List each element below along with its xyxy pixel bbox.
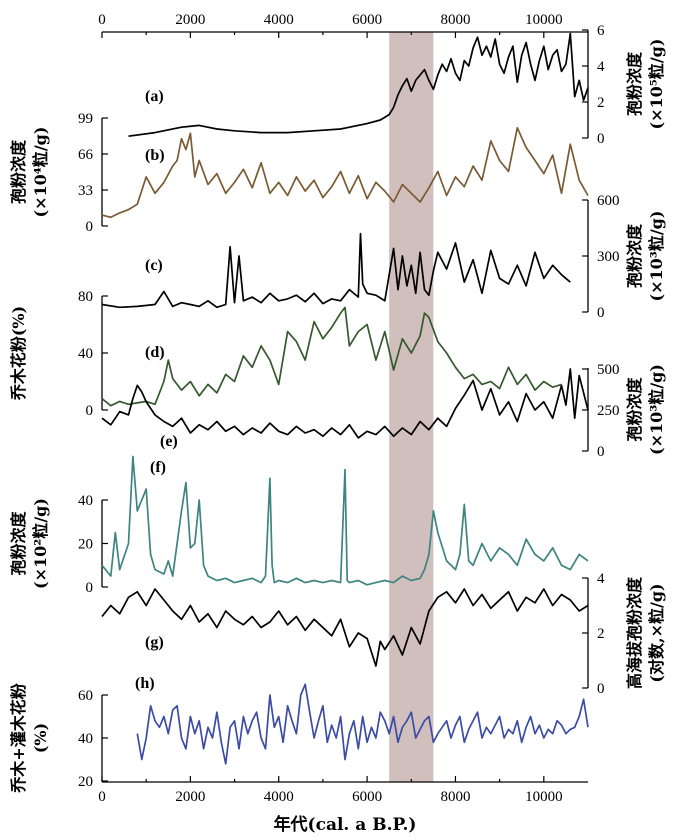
y-axis-label: 孢粉浓度 <box>9 511 28 576</box>
y-axis-label: (×10³粒/g) <box>647 364 666 455</box>
y-tick-label: 99 <box>78 111 93 127</box>
top-x-tick-label: 0 <box>98 12 106 28</box>
top-x-tick-label: 2000 <box>175 12 205 28</box>
series-line-d <box>101 306 562 407</box>
y-axis-label: (%) <box>31 723 50 753</box>
bottom-x-tick-label: 8000 <box>440 789 470 805</box>
bottom-x-tick-label: 4000 <box>264 789 294 805</box>
y-tick-label: 66 <box>78 147 94 163</box>
y-tick-label: 60 <box>78 688 93 704</box>
y-axis-label: (×10²粒/g) <box>31 498 50 589</box>
top-x-tick-label: 6000 <box>352 12 382 28</box>
y-tick-label: 0 <box>597 681 605 697</box>
y-tick-label: 0 <box>597 305 605 321</box>
y-tick-label: 40 <box>78 346 93 362</box>
y-tick-label: 600 <box>597 193 620 209</box>
y-tick-label: 2 <box>597 95 605 111</box>
y-tick-label: 250 <box>597 403 620 419</box>
series-line-g <box>101 588 589 667</box>
y-axis-label: 乔木+灌木花粉 <box>9 683 28 793</box>
top-x-tick-label: 8000 <box>440 12 470 28</box>
y-tick-label: 0 <box>86 580 94 596</box>
top-x-tick-label: 10000 <box>525 12 563 28</box>
panel-letter: (c) <box>145 257 163 274</box>
series-line-e <box>101 368 589 439</box>
panel-h: (h) <box>135 675 589 765</box>
y-axis-label: 孢粉浓度 <box>9 139 28 204</box>
bottom-x-tick-label: 10000 <box>525 789 563 805</box>
y-tick-label: 20 <box>78 537 93 553</box>
bottom-x-tick-label: 2000 <box>175 789 205 805</box>
y-tick-label: 0 <box>86 403 94 419</box>
y-tick-label: 80 <box>78 289 93 305</box>
bottom-x-tick-label: 6000 <box>352 789 382 805</box>
series-layer: (a) (b) (c) (d) (e) (f) (g) (h) <box>101 32 589 765</box>
y-axis-label: (×10³粒/g) <box>647 211 666 302</box>
series-line-h <box>136 683 589 765</box>
y-tick-label: 4 <box>597 571 605 587</box>
y-axis-label: (对数,×粒/g) <box>647 583 666 682</box>
y-tick-label: 2 <box>597 626 605 642</box>
y-tick-label: 500 <box>597 362 620 378</box>
panel-letter: (b) <box>145 147 165 164</box>
bottom-x-tick-label: 0 <box>98 789 106 805</box>
y-tick-label: 6 <box>597 23 605 39</box>
y-tick-label: 40 <box>78 731 93 747</box>
y-axis-label: (×10⁴粒/g) <box>31 127 50 218</box>
y-tick-label: 300 <box>597 249 620 265</box>
y-tick-label: 0 <box>597 131 605 147</box>
series-line-b <box>101 126 589 219</box>
axes-layer: 0020002000400040006000600080008000100001… <box>9 12 666 805</box>
panel-letter: (h) <box>135 675 155 692</box>
panel-b: (b) <box>101 126 589 219</box>
panel-letter: (a) <box>145 88 164 105</box>
top-x-tick-label: 4000 <box>264 12 294 28</box>
y-axis-label: 高海拔孢粉浓度 <box>625 576 644 689</box>
panel-letter: (d) <box>145 344 165 361</box>
y-tick-label: 0 <box>597 444 605 460</box>
x-axis-label: 年代(cal. a B.P.) <box>274 814 417 835</box>
y-axis-label: 孢粉浓度 <box>625 51 644 116</box>
panel-d: (d) <box>101 306 562 407</box>
panel-e: (e) <box>101 368 589 450</box>
panel-c: (c) <box>101 232 571 309</box>
y-tick-label: 33 <box>78 183 93 199</box>
y-tick-label: 0 <box>86 219 94 235</box>
panel-letter: (f) <box>150 459 166 476</box>
y-axis-label: (×10⁵粒/g) <box>647 39 666 130</box>
highlight-band <box>389 32 434 782</box>
y-axis-label: 乔木花粉(%) <box>9 306 28 401</box>
y-axis-label: 孢粉浓度 <box>625 223 644 288</box>
series-line-a <box>128 32 589 138</box>
series-line-f <box>101 455 589 586</box>
panel-a: (a) <box>128 32 589 138</box>
panel-g: (g) <box>101 588 589 667</box>
y-tick-label: 40 <box>78 493 93 509</box>
panel-letter: (e) <box>160 433 178 450</box>
y-tick-label: 20 <box>78 774 93 790</box>
panel-f: (f) <box>101 455 589 586</box>
series-line-c <box>101 232 571 309</box>
panel-letter: (g) <box>145 634 164 651</box>
y-tick-label: 4 <box>597 59 605 75</box>
y-axis-label: 孢粉浓度 <box>625 377 644 442</box>
